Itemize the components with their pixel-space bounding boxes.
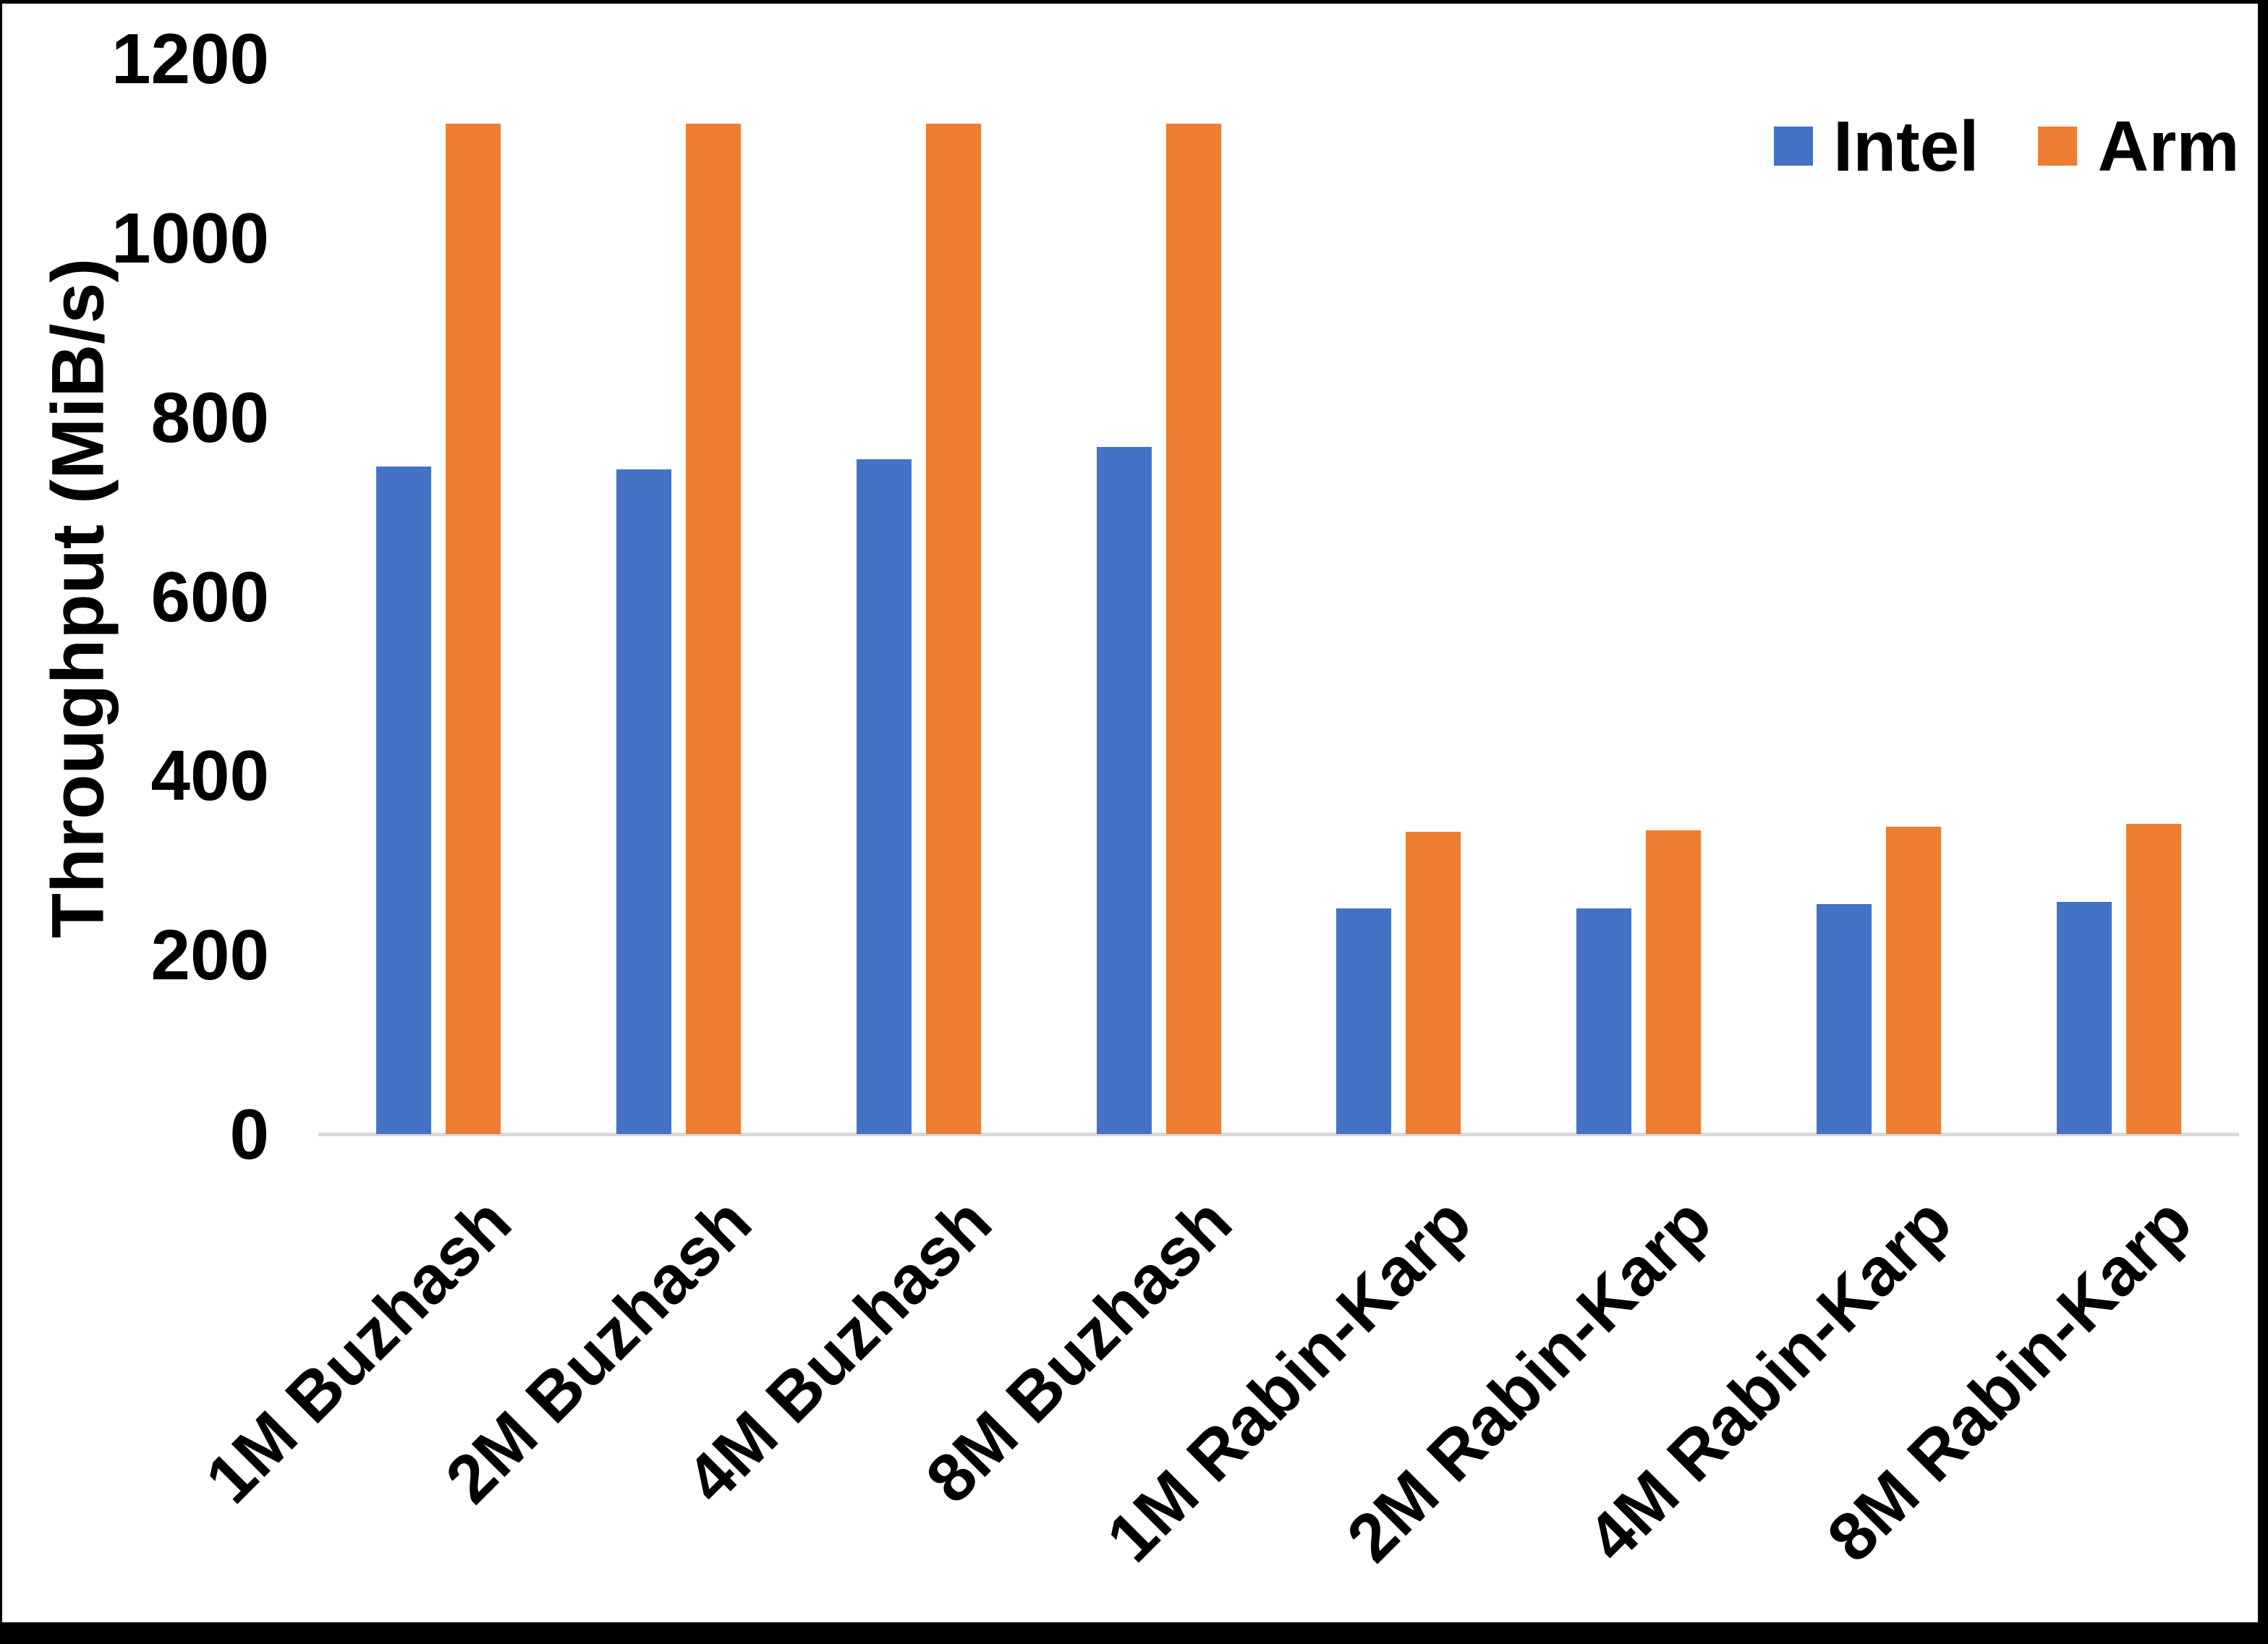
frame-right-border <box>2258 0 2268 1644</box>
legend: Intel Arm <box>1774 110 2240 182</box>
bar-intel-1m-rabin-karp <box>1336 908 1392 1134</box>
y-tick-label-200: 200 <box>150 915 269 995</box>
legend-label-arm: Arm <box>2097 106 2240 186</box>
y-tick-label-800: 800 <box>150 377 269 457</box>
bar-intel-8m-buzhash <box>1096 446 1152 1134</box>
y-tick-label-400: 400 <box>150 736 269 816</box>
bar-intel-4m-rabin-karp <box>1817 903 1872 1134</box>
bar-arm-1m-rabin-karp <box>1406 832 1461 1134</box>
legend-swatch-arm-icon <box>2038 127 2078 166</box>
x-axis-line <box>318 1133 2239 1136</box>
frame-bottom-border <box>0 1622 2268 1644</box>
legend-label-intel: Intel <box>1833 106 1979 186</box>
y-tick-label-0: 0 <box>229 1094 269 1174</box>
y-tick-label-600: 600 <box>150 556 269 636</box>
x-axis-label-1m-buzhash: 1M Buzhash <box>190 1183 525 1517</box>
bar-arm-8m-buzhash <box>1165 124 1221 1134</box>
legend-swatch-intel-icon <box>1774 127 1813 166</box>
frame-top-border <box>0 0 2268 4</box>
bar-arm-2m-buzhash <box>685 124 741 1134</box>
bar-arm-8m-rabin-karp <box>2126 824 2182 1134</box>
legend-item-intel: Intel <box>1774 110 1979 182</box>
bar-arm-2m-rabin-karp <box>1646 830 1702 1134</box>
frame-left-border <box>0 0 2 1644</box>
bar-intel-4m-buzhash <box>856 459 912 1134</box>
bar-intel-2m-rabin-karp <box>1576 908 1632 1134</box>
bar-arm-4m-buzhash <box>925 124 981 1134</box>
bar-arm-4m-rabin-karp <box>1886 826 1942 1134</box>
legend-item-arm: Arm <box>2038 106 2240 186</box>
bar-intel-1m-buzhash <box>375 466 431 1134</box>
bar-intel-8m-rabin-karp <box>2057 902 2112 1134</box>
y-tick-label-1200: 1200 <box>111 19 269 98</box>
bar-intel-2m-buzhash <box>616 469 671 1134</box>
y-tick-label-1000: 1000 <box>111 197 269 278</box>
bar-arm-1m-buzhash <box>445 124 501 1134</box>
